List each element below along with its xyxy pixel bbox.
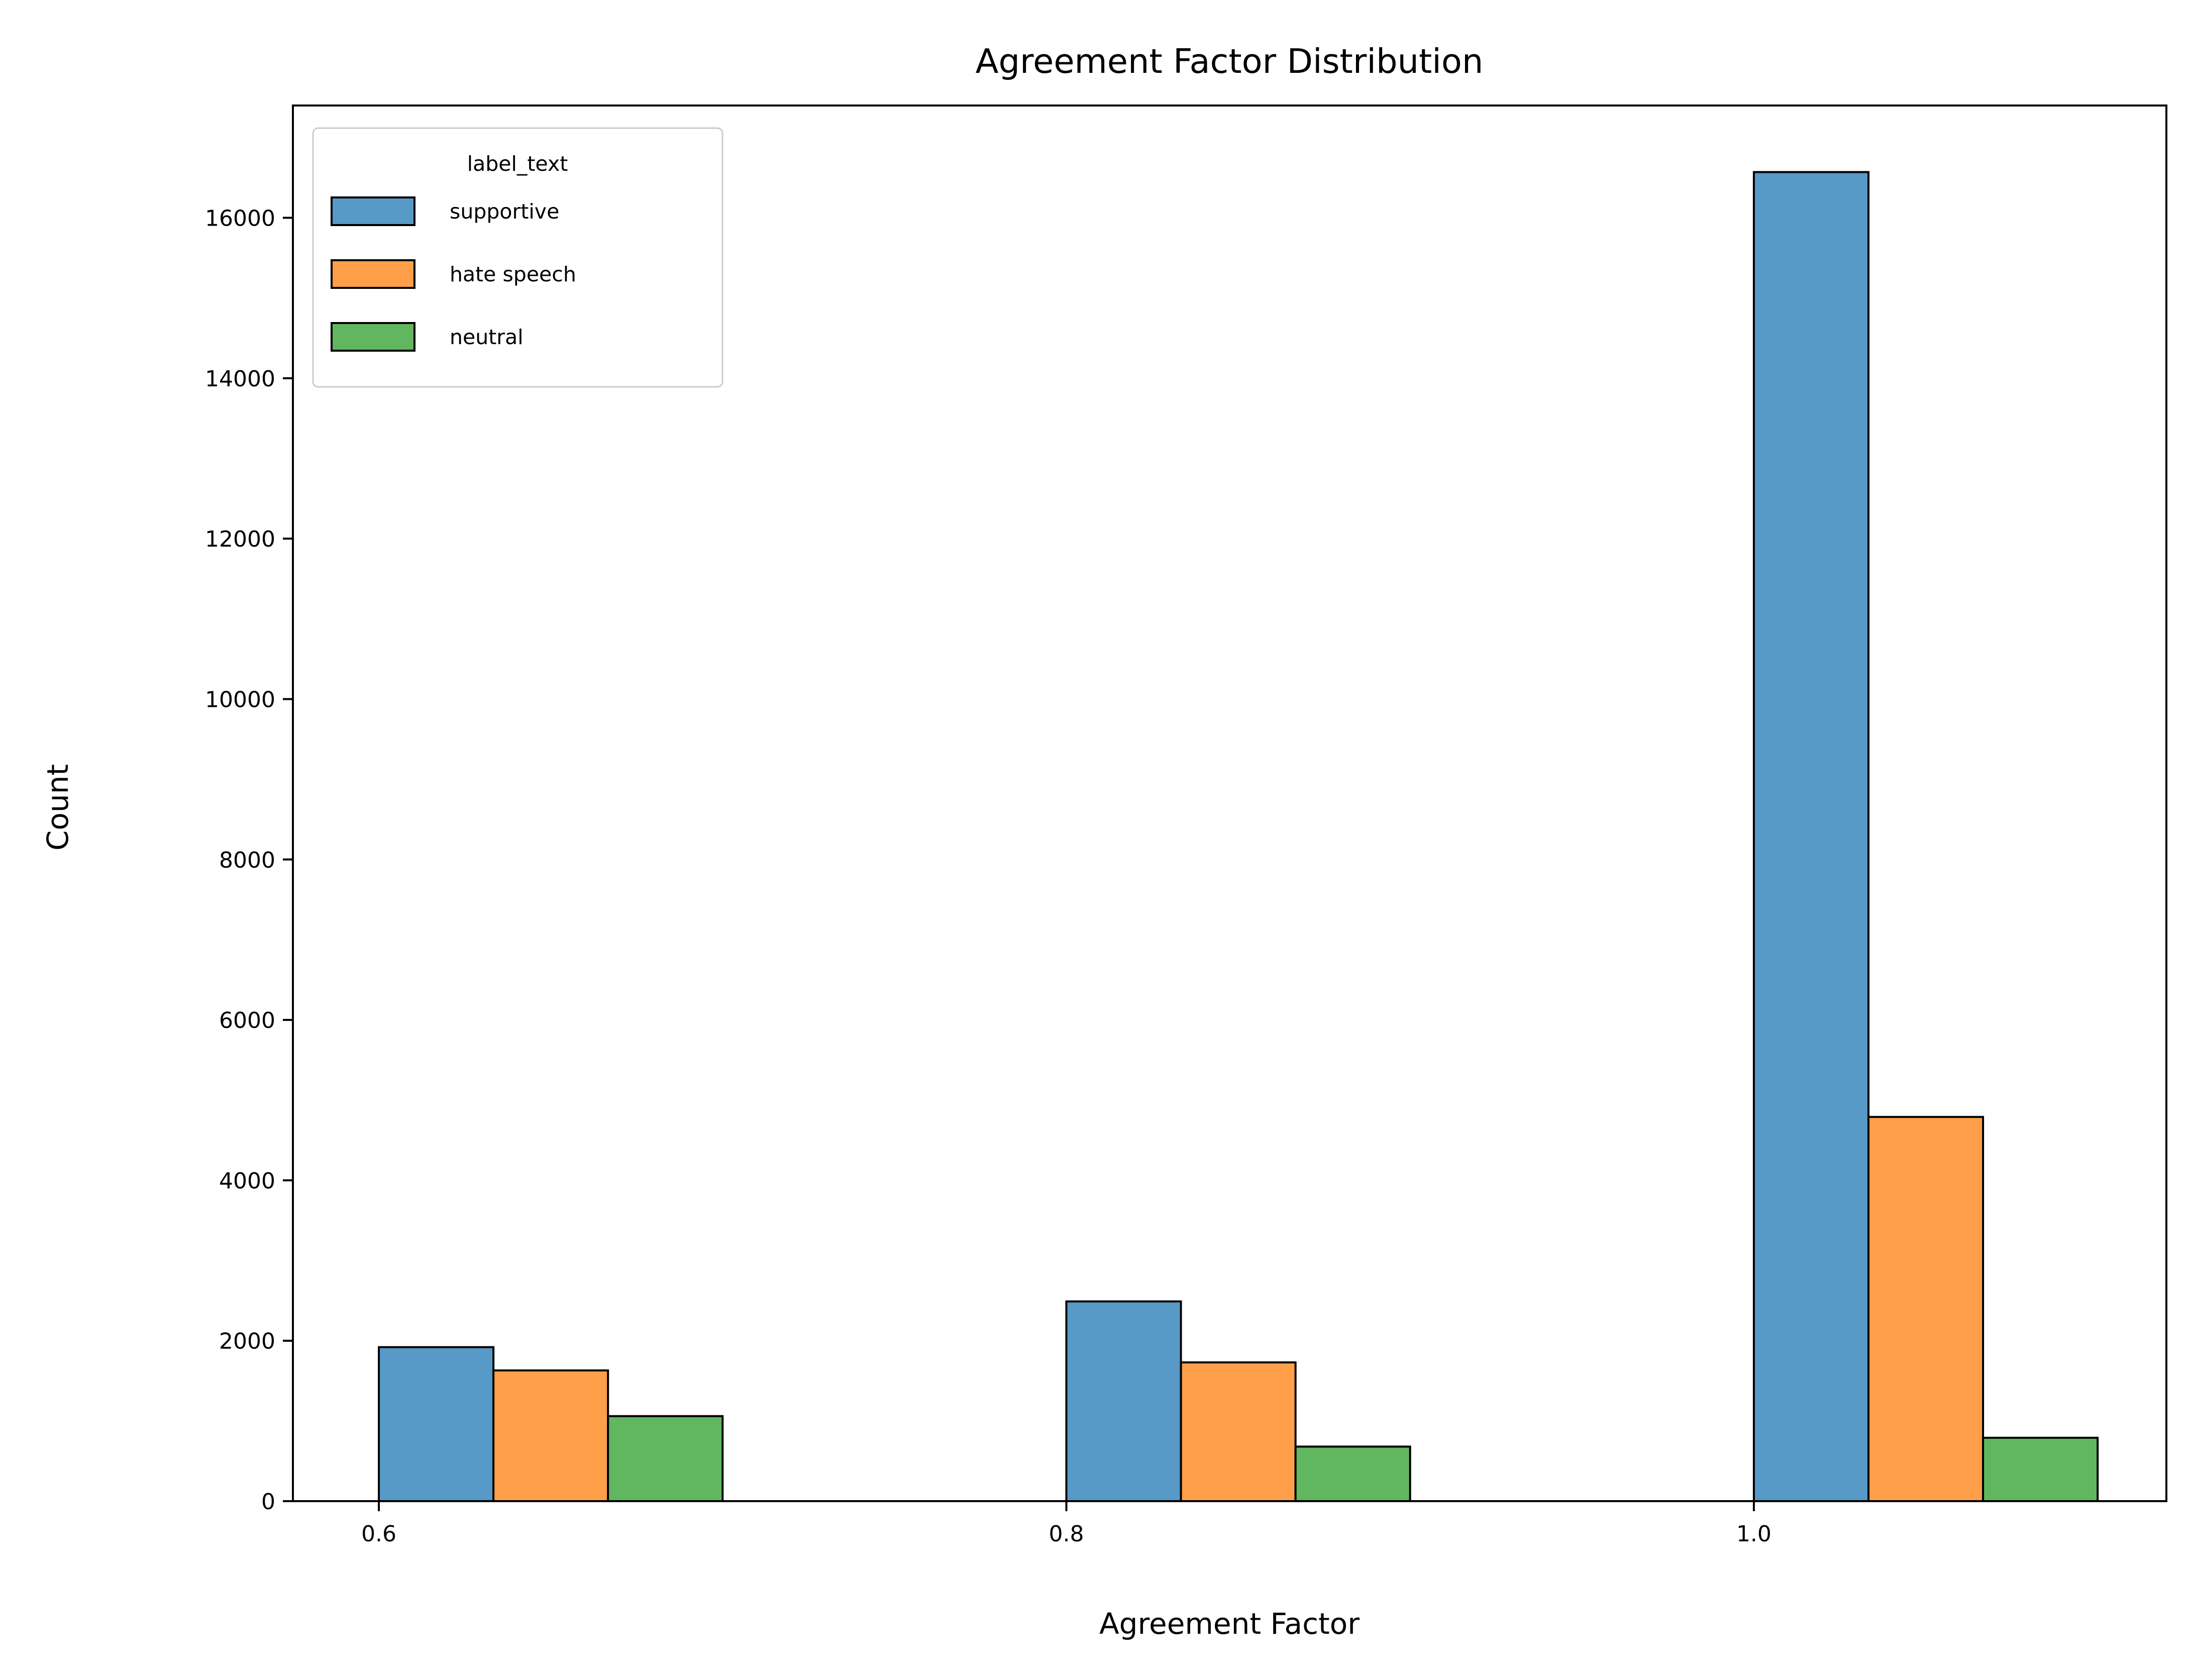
y-tick-label: 16000 bbox=[205, 206, 275, 232]
legend: label_text supportive hate speech neutral bbox=[312, 127, 723, 388]
legend-label-neutral: neutral bbox=[450, 325, 524, 349]
legend-swatch-neutral bbox=[331, 322, 415, 352]
bar-supportive-0-8 bbox=[1065, 1300, 1182, 1503]
y-axis-title: Count bbox=[41, 764, 75, 851]
legend-swatch-hate-speech bbox=[331, 259, 415, 289]
axes-layer bbox=[292, 104, 2167, 1502]
x-axis-title: Agreement Factor bbox=[1099, 1607, 1360, 1641]
legend-swatch-supportive bbox=[331, 196, 415, 226]
bar-neutral-1 bbox=[1982, 1436, 2099, 1502]
plot-frame bbox=[292, 104, 2167, 1502]
bar-neutral-0-6 bbox=[607, 1415, 724, 1503]
y-tick-label: 14000 bbox=[205, 366, 275, 392]
bar-hate-speech-0-8 bbox=[1180, 1361, 1297, 1503]
bar-hate-speech-0-6 bbox=[492, 1369, 609, 1502]
bars-layer bbox=[378, 171, 2099, 1503]
y-tick-label: 2000 bbox=[219, 1329, 275, 1354]
legend-title: label_text bbox=[467, 152, 568, 176]
legend-label-hate-speech: hate speech bbox=[450, 262, 576, 286]
x-tick-label: 0.6 bbox=[361, 1521, 396, 1547]
y-tick-label: 8000 bbox=[219, 848, 275, 873]
x-tick-label: 1.0 bbox=[1736, 1521, 1771, 1547]
bar-supportive-0-6 bbox=[378, 1346, 495, 1503]
legend-items: supportive hate speech neutral bbox=[331, 196, 576, 352]
legend-label-supportive: supportive bbox=[450, 199, 559, 224]
y-tick-label: 4000 bbox=[219, 1168, 275, 1194]
bar-neutral-0-8 bbox=[1294, 1445, 1411, 1503]
y-tick-label: 12000 bbox=[205, 527, 275, 552]
y-tick-label: 0 bbox=[261, 1489, 275, 1515]
x-tick-label: 0.8 bbox=[1049, 1521, 1084, 1547]
y-tick-label: 10000 bbox=[205, 687, 275, 712]
chart-title: Agreement Factor Distribution bbox=[976, 42, 1484, 81]
y-tick-label: 6000 bbox=[219, 1008, 275, 1033]
bar-hate-speech-1 bbox=[1867, 1116, 1985, 1502]
ticks-layer: 0.6 0.8 1.0 0 2000 4000 6000 8000 10000 12000 1400… bbox=[205, 206, 1771, 1547]
bar-supportive-1 bbox=[1752, 171, 1870, 1503]
